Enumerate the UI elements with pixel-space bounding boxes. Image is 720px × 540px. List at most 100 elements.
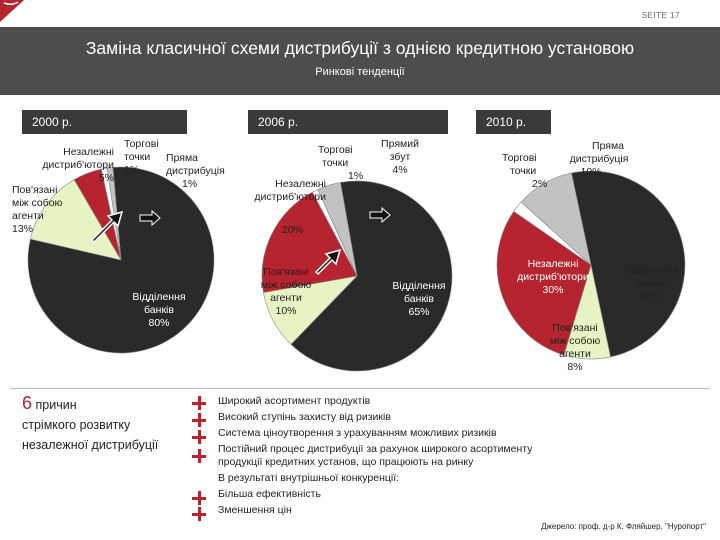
label-text: дистрибуція [569,153,629,165]
label-text: Пряма [591,140,624,152]
label-2006-nezalezhni: Незалежні дистриб'ютори [246,178,326,204]
list-item: Система ціноутворення з урахуванням можл… [218,427,497,439]
label-text: точки [124,151,151,163]
plus-icon [192,430,206,444]
pie-slice [496,210,592,356]
list-item: продукції кредитних установ, що працюють… [218,456,474,468]
label-2010-torgovi: Торгові точки 2% [502,152,547,191]
source-note: Джерело: проф. д-р К. Фляйшер, "Нуропорт… [541,522,706,531]
page-subtitle: Ринкові тенденції [315,66,405,78]
reasons-number: 6 [22,393,33,413]
label-text: між собою [260,279,312,291]
label-text: Відділення [624,264,678,276]
label-text: Відділення [392,280,446,292]
title-bar [0,27,720,95]
reasons-line2: стрімкого розвитку [22,418,131,432]
reasons-box: 6 причин стрімкого розвитку незалежної д… [22,393,182,473]
list-item: В результаті внутрішньої конкуренції: [218,472,400,484]
label-text: 50% [640,290,662,302]
label-2010-nezalezhni: Незалежні дистриб'ютори 30% [508,258,598,297]
label-text: 8% [567,361,583,373]
arrow-icon [369,206,391,224]
label-text: дистрибуція [166,165,225,177]
reasons-text: 6 причин стрімкого розвитку незалежної д… [22,393,182,455]
list-item: Широкий асортимент продуктів [218,395,371,407]
label-text: агенти [12,210,44,222]
arrow-icon [90,210,124,244]
label-text: точки [322,157,349,169]
list-item: Постійний процес дистрибуції за рахунок … [218,443,533,455]
label-text: банків [636,277,666,289]
arrow-icon [314,248,342,276]
label-2000-pryama: Пряма дистрибуція 1% [166,152,225,191]
label-text: агенти [559,348,591,360]
label-2000-povyazani: Пов'язані між собою агенти 13% [12,184,62,236]
label-2000-viddilennya: Відділення банків 80% [124,291,194,330]
pie-slice [290,180,453,372]
label-text: Пряма [166,152,199,164]
label-2006-povyazani: Пов'язані між собою агенти 10% [252,266,320,318]
plus-icon [192,413,206,427]
list-item: Зменшення цін [218,504,292,516]
label-text: 10% [580,166,602,178]
label-text: Прямий [381,138,419,150]
label-text: 13% [12,223,34,235]
label-text: дистриб'ютори [254,191,326,203]
label-text: 1% [124,164,140,176]
label-text: 10% [275,305,297,317]
label-text: Торгові [318,144,353,156]
label-2006-viddilennya: Відділення банків 65% [384,280,454,319]
pie-2 [261,180,453,372]
label-text: між собою [549,335,601,347]
logo [0,0,24,22]
label-text: Незалежні [527,258,579,270]
label-2006-nezalezhni-pct: 20% [282,224,304,236]
pie-slice [317,182,358,277]
label-text: 80% [148,317,170,329]
label-2010-viddilennya: Відділення банків 50% [616,264,686,303]
label-text: 5% [98,172,114,184]
label-text: банків [144,304,174,316]
page-title: Заміна класичної схеми дистрибуції з одн… [85,38,635,58]
year-tab-2006: 2006 р. [248,110,448,134]
label-text: 1% [182,178,198,190]
label-text: 30% [542,284,564,296]
label-text: банків [404,293,434,305]
label-text: точки [510,165,537,177]
plus-icon [192,507,206,521]
pie-slice [261,191,358,293]
label-2000-nezalezhni: Незалежні дистриб'ютори 5% [34,146,114,185]
label-text: агенти [270,292,302,304]
label-text: збут [389,151,411,163]
label-text: 1% [348,170,364,182]
year-tab-2010: 2010 р. [476,110,551,134]
label-text: між собою [12,197,63,209]
label-text: 2% [532,178,548,190]
label-text: 65% [408,306,430,318]
pie-3 [496,170,686,360]
label-text: Торгові [124,138,159,150]
pie-slice [520,172,592,266]
pie-chart-2000 [27,166,686,372]
label-text: Незалежні [63,146,114,158]
plus-icon [192,491,206,505]
label-text: Пов'язані [12,184,58,196]
year-tab-2000: 2000 р. [22,110,187,134]
plus-icon [192,449,206,463]
label-text: Відділення [132,291,186,303]
reasons-line1: причин [35,398,77,412]
page-number: SEITE 17 [641,11,680,20]
list-item: Більша ефективність [218,488,321,500]
pie-1 [27,166,215,354]
label-2010-pryama: Пряма дистрибуція 10% [546,140,636,179]
pie-slice [571,170,686,358]
label-text: 4% [392,164,408,176]
arrow-icon [139,209,161,227]
label-2006-pryamyi: Прямий збут 4% [370,138,430,177]
label-2010-povyazani: Пов'язані між собою агенти 8% [540,322,610,374]
label-text: Пов'язані [552,322,598,334]
plus-icon [192,396,206,410]
label-text: дистриб'ютори [42,159,114,171]
divider [10,388,710,389]
list-item: Високий ступінь захисту від ризиків [218,411,391,423]
